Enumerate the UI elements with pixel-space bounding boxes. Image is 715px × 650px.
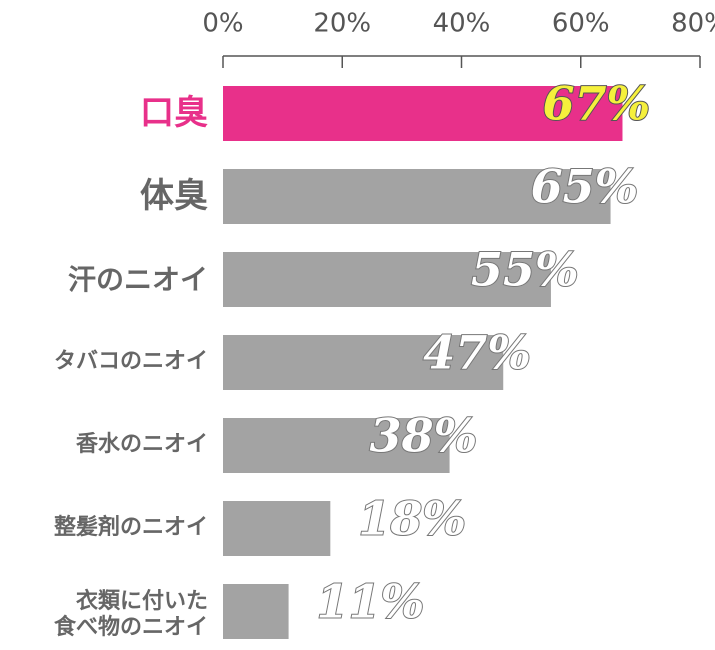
x-tick-label: 20% (313, 9, 371, 39)
x-tick-label: 40% (433, 9, 491, 39)
bar (223, 335, 504, 390)
bar (223, 584, 289, 639)
bar (223, 86, 623, 141)
value-label: 18% (358, 492, 466, 546)
category-label: 口臭 (140, 93, 208, 134)
x-tick-label: 60% (552, 9, 610, 39)
value-label: 47% (423, 326, 531, 380)
x-tick-label: 0% (202, 9, 243, 39)
category-label: 整髪剤のニオイ (53, 515, 208, 541)
bar (223, 501, 331, 556)
value-label: 55% (471, 243, 579, 297)
category-label: 衣類に付いた 食べ物のニオイ (53, 589, 208, 641)
x-tick-label: 80% (671, 9, 715, 39)
category-label: タバコのニオイ (53, 349, 208, 375)
bar (223, 169, 611, 224)
bar (223, 418, 450, 473)
bar (223, 252, 551, 307)
value-label: 38% (370, 409, 478, 463)
value-label: 67% (542, 77, 650, 131)
category-label: 香水のニオイ (75, 432, 208, 458)
category-label: 体臭 (140, 176, 208, 217)
category-label: 汗のニオイ (67, 262, 208, 296)
value-label: 11% (317, 575, 425, 629)
value-label: 65% (531, 160, 639, 214)
